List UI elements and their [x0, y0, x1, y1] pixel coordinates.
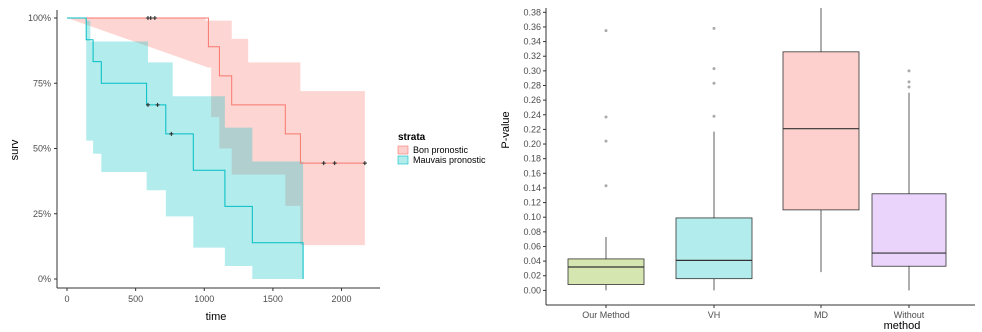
- km-x-ticks: 0 500 1000 1500 2000: [64, 288, 352, 304]
- box-y-tick-label: 0.34: [523, 37, 541, 47]
- km-legend-swatch-mauvais: [397, 155, 409, 165]
- box-outlier-point: [604, 29, 608, 33]
- box-outlier-point: [712, 114, 716, 118]
- box-outlier-point: [604, 184, 608, 188]
- km-legend-title: strata: [398, 132, 426, 143]
- box-outlier-point: [604, 115, 608, 119]
- km-survival-curves: [67, 17, 365, 279]
- km-censor-mark: [152, 16, 157, 20]
- km-censor-mark: [362, 161, 367, 166]
- box-x-tick-label: VH: [708, 310, 721, 320]
- box-x-ticks: Our Method VH MD Without: [582, 305, 925, 320]
- box-outlier-point: [907, 69, 911, 73]
- boxplot-chart: 0.00 0.02 0.04 0.06 0.08 0.10 0.12 0.14 0.16 0.18…: [500, 7, 975, 332]
- km-y-tick-label: 50%: [33, 144, 51, 154]
- km-legend: strata Bon pronostic Mauvais pronostic: [397, 132, 486, 165]
- box-y-tick-label: 0.22: [523, 124, 541, 134]
- box-x-axis: Our Method VH MD Without: [546, 304, 975, 320]
- box-iqr: [782, 51, 860, 211]
- km-ci-band-mauvais: [86, 20, 304, 280]
- km-y-tick-label: 25%: [33, 209, 51, 219]
- box-y-tick-label: 0.08: [523, 227, 541, 237]
- box-y-tick-label: 0.10: [523, 212, 541, 222]
- box-outlier-point: [907, 85, 911, 89]
- km-legend-label-bon: Bon pronostic: [413, 145, 469, 155]
- box-outlier-point: [907, 80, 911, 84]
- km-y-tick-label: 0%: [38, 274, 51, 284]
- km-x-tick-label: 0: [64, 294, 69, 304]
- km-censor-marks: [145, 16, 367, 166]
- box-outlier-point: [712, 81, 716, 85]
- box-x-tick-label: Without: [894, 310, 925, 320]
- km-y-tick-label: 100%: [28, 13, 51, 23]
- box-y-tick-label: 0.12: [523, 198, 541, 208]
- km-legend-label-mauvais: Mauvais pronostic: [413, 155, 486, 165]
- box-y-tick-label: 0.24: [523, 110, 541, 120]
- box-y-tick-label: 0.00: [523, 285, 541, 295]
- km-x-tick-label: 500: [128, 294, 143, 304]
- box-iqr: [675, 217, 753, 280]
- box-iqr: [567, 258, 645, 285]
- kaplan-meier-chart: 0% 25% 50% 75% 100% 0 500 1000 1500 2000 time su…: [9, 10, 486, 323]
- km-ci-band-bon: [67, 18, 365, 246]
- box-y-tick-label: 0.28: [523, 80, 541, 90]
- km-x-axis: 0 500 1000 1500 2000: [57, 287, 380, 304]
- km-censor-mark: [169, 131, 174, 136]
- box-iqr: [871, 193, 947, 267]
- box-x-tick-label: MD: [814, 310, 828, 320]
- km-y-ticks: 0% 25% 50% 75% 100%: [28, 13, 57, 284]
- box-y-tick-label: 0.32: [523, 51, 541, 61]
- box-outlier-point: [604, 139, 608, 143]
- km-censor-mark: [148, 16, 153, 20]
- box-marks: [567, 8, 947, 291]
- box-y-tick-label: 0.38: [523, 7, 541, 17]
- km-y-tick-label: 75%: [33, 78, 51, 88]
- km-legend-swatch-bon: [397, 145, 409, 155]
- box-outlier-point: [712, 26, 716, 30]
- km-y-axis: 0% 25% 50% 75% 100%: [28, 10, 58, 288]
- box-y-tick-label: 0.04: [523, 256, 541, 266]
- box-x-axis-label: method: [884, 320, 921, 332]
- km-x-axis-label: time: [206, 311, 227, 323]
- km-curve-mauvais: [67, 17, 304, 279]
- box-outlier-point: [712, 67, 716, 71]
- km-x-tick-label: 1000: [194, 294, 214, 304]
- box-y-tick-label: 0.30: [523, 66, 541, 76]
- km-confidence-bands: [67, 18, 365, 280]
- box-y-tick-label: 0.26: [523, 95, 541, 105]
- km-y-axis-label: surv: [9, 139, 21, 160]
- km-x-tick-label: 2000: [332, 294, 352, 304]
- km-x-tick-label: 1500: [263, 294, 283, 304]
- box-y-axis: 0.00 0.02 0.04 0.06 0.08 0.10 0.12 0.14 0.16 0.18…: [523, 7, 547, 305]
- km-censor-mark: [321, 161, 326, 166]
- km-censor-mark: [145, 102, 150, 107]
- km-censor-mark: [155, 102, 160, 107]
- box-y-tick-label: 0.14: [523, 183, 541, 193]
- box-y-ticks: 0.00 0.02 0.04 0.06 0.08 0.10 0.12 0.14 0.16 0.18…: [523, 7, 546, 295]
- box-y-tick-label: 0.20: [523, 139, 541, 149]
- km-censor-mark: [332, 161, 337, 166]
- box-y-tick-label: 0.02: [523, 271, 541, 281]
- box-y-tick-label: 0.16: [523, 168, 541, 178]
- box-y-tick-label: 0.36: [523, 22, 541, 32]
- box-y-axis-label: P-value: [500, 111, 512, 148]
- box-x-tick-label: Our Method: [582, 310, 630, 320]
- box-y-tick-label: 0.06: [523, 241, 541, 251]
- box-y-tick-label: 0.18: [523, 154, 541, 164]
- km-curve-bon: [67, 17, 365, 164]
